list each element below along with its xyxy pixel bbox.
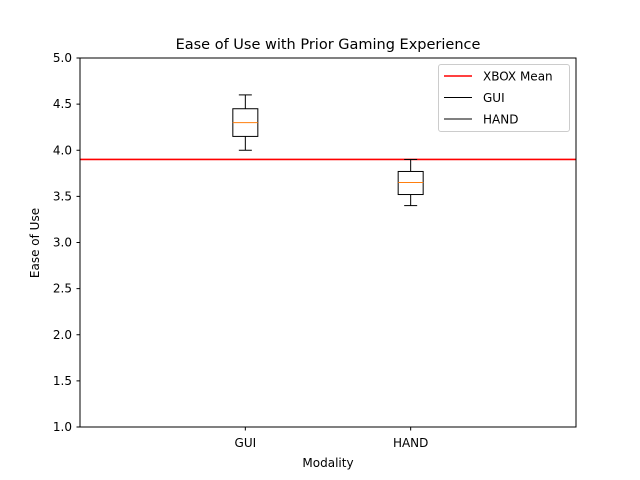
y-tick-label: 3.5 <box>53 189 72 203</box>
x-axis-label: Modality <box>302 456 353 470</box>
legend-label: GUI <box>483 91 505 105</box>
y-axis-label: Ease of Use <box>28 208 42 278</box>
legend: XBOX Mean GUI HAND <box>438 64 570 132</box>
y-tick-label: 4.5 <box>53 97 72 111</box>
y-tick-label: 2.0 <box>53 328 72 342</box>
legend-box <box>438 64 570 132</box>
plot-area <box>80 94 576 207</box>
x-tick-label: GUI <box>235 436 257 450</box>
axes: 1.0 1.5 2.0 2.5 3.0 3.5 4.0 4.5 5.0 GUI HAND <box>53 51 577 450</box>
legend-label: XBOX Mean <box>483 70 553 84</box>
y-tick-label: 3.0 <box>53 236 72 250</box>
x-tick-label: HAND <box>393 436 428 450</box>
y-tick-label: 2.5 <box>53 282 72 296</box>
y-tick-label: 1.5 <box>53 374 72 388</box>
y-tick-label: 1.0 <box>53 420 72 434</box>
legend-label: HAND <box>483 113 518 127</box>
y-tick-label: 5.0 <box>53 51 72 65</box>
chart-title: Ease of Use with Prior Gaming Experience <box>176 37 481 53</box>
y-tick-label: 4.0 <box>53 143 72 157</box>
